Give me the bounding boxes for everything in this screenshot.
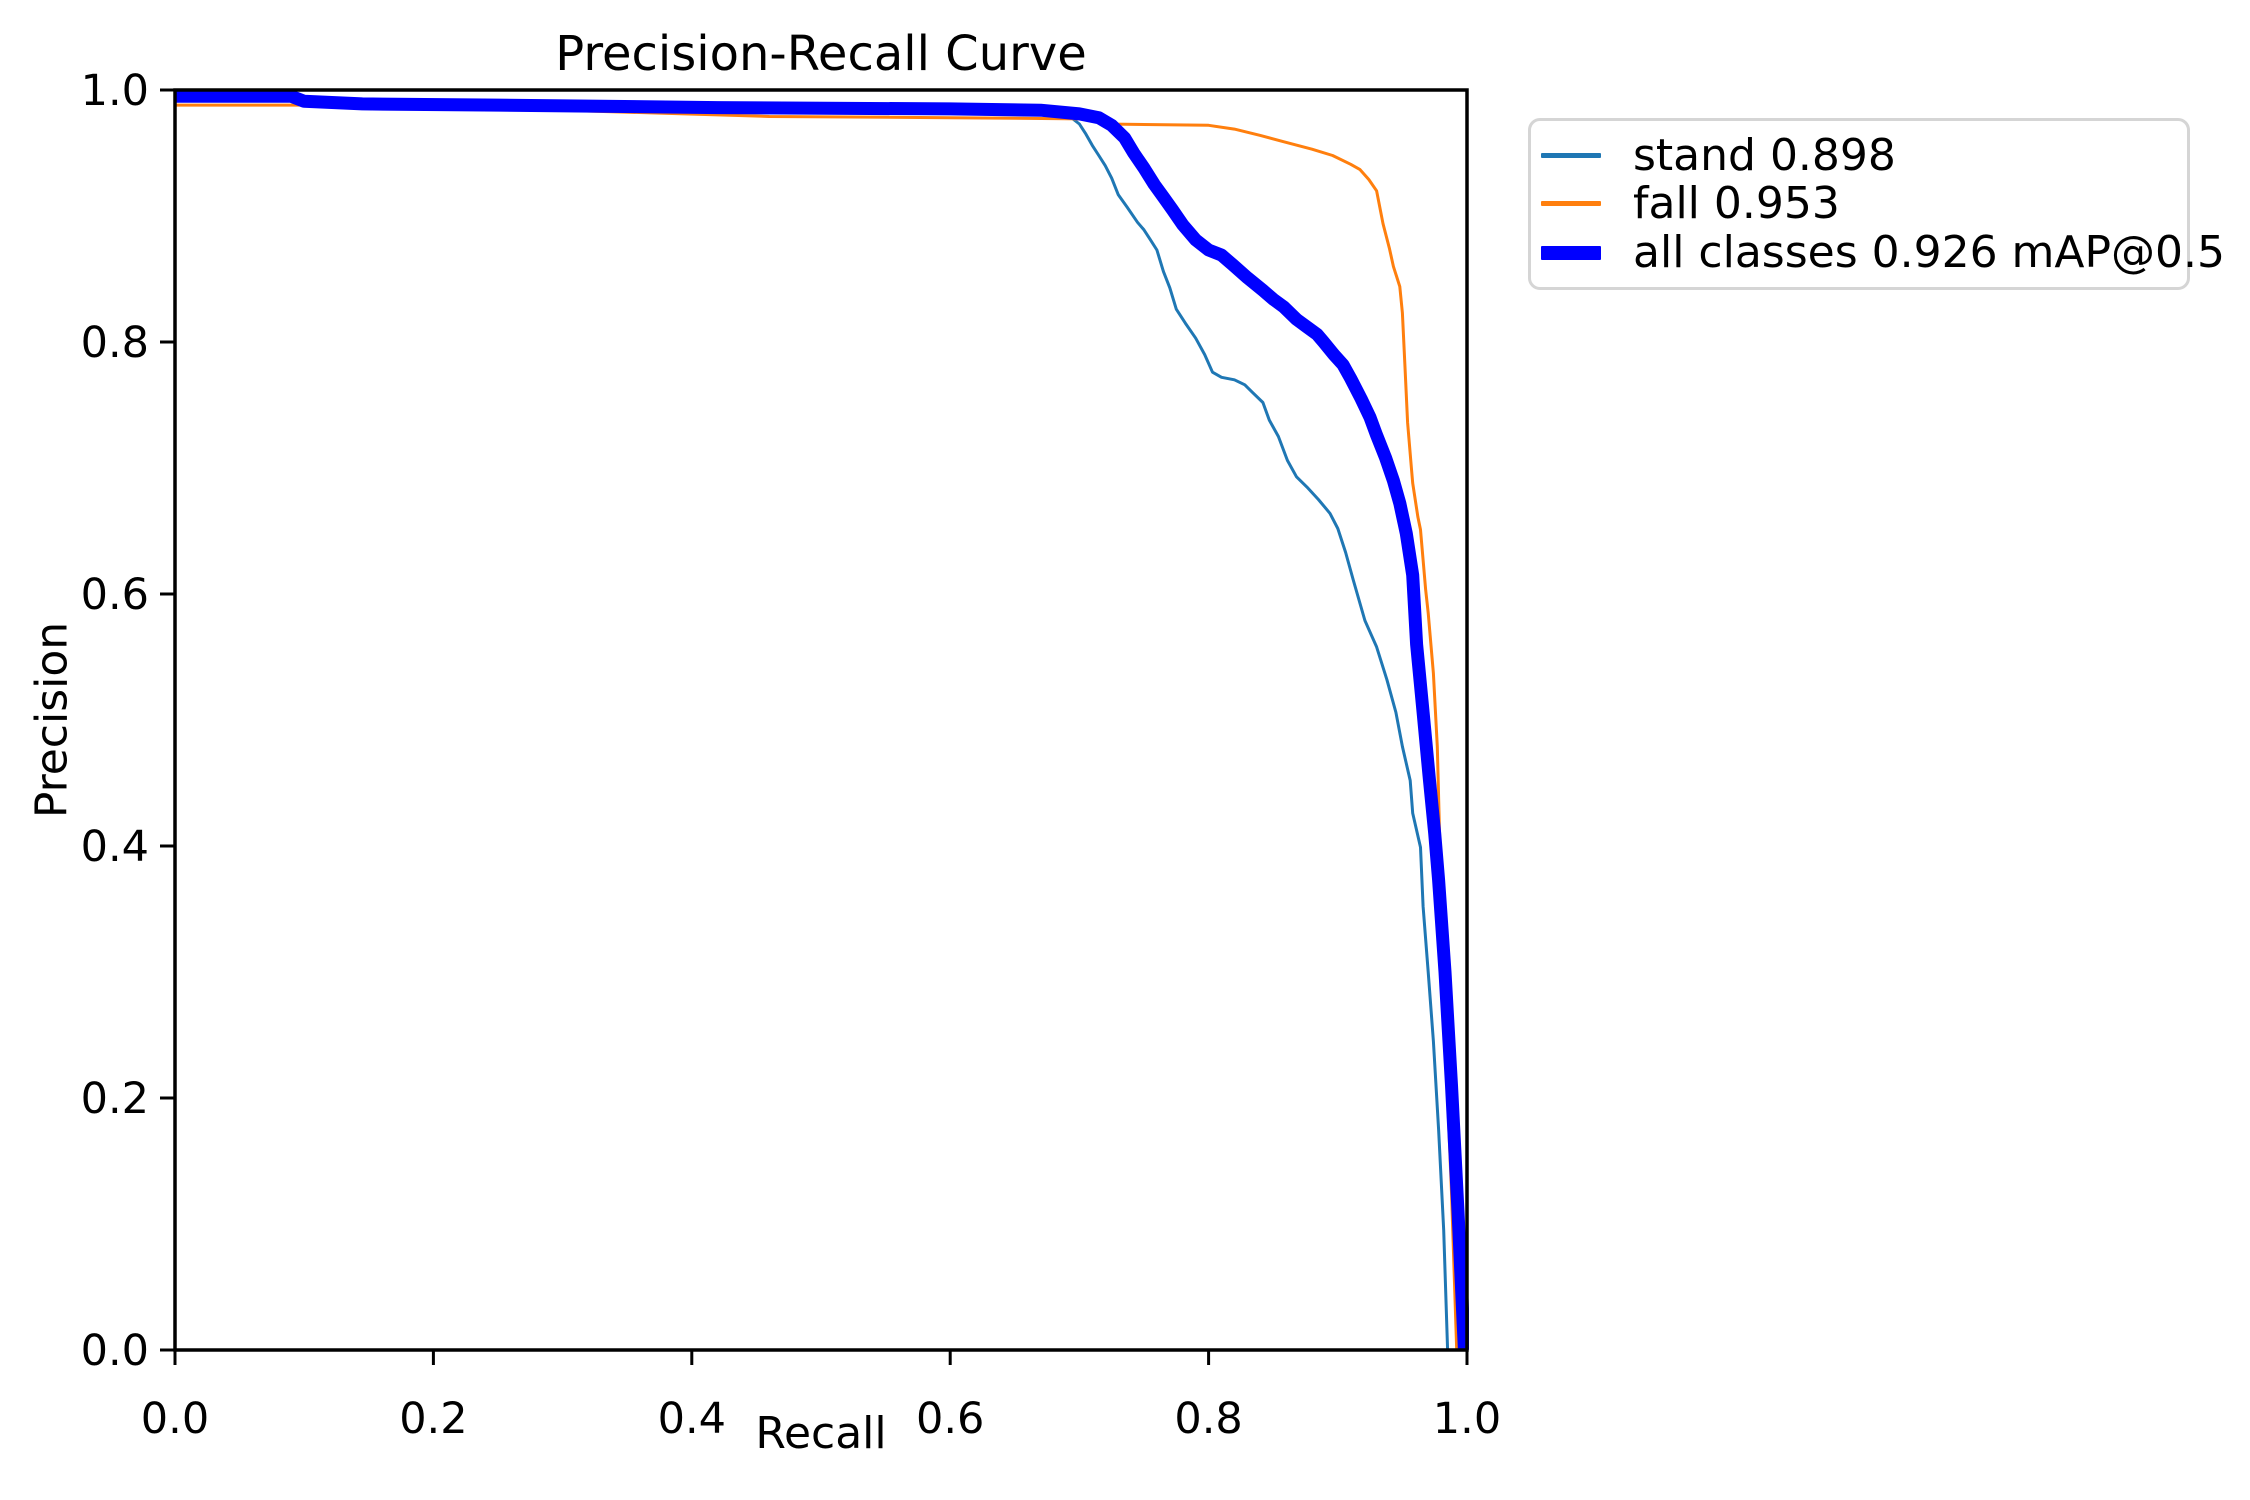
y-tick-label: 1.0 <box>81 66 149 116</box>
legend-line-sample <box>1541 245 1601 260</box>
plot-frame <box>173 88 1469 1352</box>
legend-entry-label: fall 0.953 <box>1633 178 1840 230</box>
x-tick-label: 0.8 <box>1174 1394 1242 1444</box>
y-tick-label: 0.8 <box>81 318 149 368</box>
legend-line-sample <box>1541 201 1601 207</box>
series-group <box>175 89 1469 1351</box>
legend-entry-label: all classes 0.926 mAP@0.5 <box>1633 227 2226 279</box>
x-tick-label: 0.2 <box>399 1394 467 1444</box>
y-tick-label: 0.4 <box>81 822 149 872</box>
legend-entry: fall 0.953 <box>1531 178 2187 230</box>
x-tick-label: 0.6 <box>916 1394 984 1444</box>
series-line-all-classes <box>175 89 1469 1351</box>
x-tick-label: 1.0 <box>1433 1394 1501 1444</box>
legend-entry: all classes 0.926 mAP@0.5 <box>1531 227 2225 278</box>
x-tick-label: 0.0 <box>141 1394 209 1444</box>
x-axis-label: Recall <box>755 1408 887 1459</box>
legend-line-sample <box>1541 152 1601 158</box>
legend-entry: stand 0.898 <box>1531 129 2187 181</box>
legend-entry-label: stand 0.898 <box>1633 129 1896 181</box>
y-tick-label: 0.0 <box>81 1326 149 1376</box>
y-axis-label: Precision <box>26 621 78 819</box>
y-tick-label: 0.2 <box>81 1074 149 1124</box>
x-tick-label: 0.4 <box>658 1394 726 1444</box>
legend: stand 0.898 fall 0.953 all classes 0.926 m… <box>1528 118 2225 290</box>
y-tick-label: 0.6 <box>81 570 149 620</box>
chart-title: Precision-Recall Curve <box>555 26 1087 82</box>
